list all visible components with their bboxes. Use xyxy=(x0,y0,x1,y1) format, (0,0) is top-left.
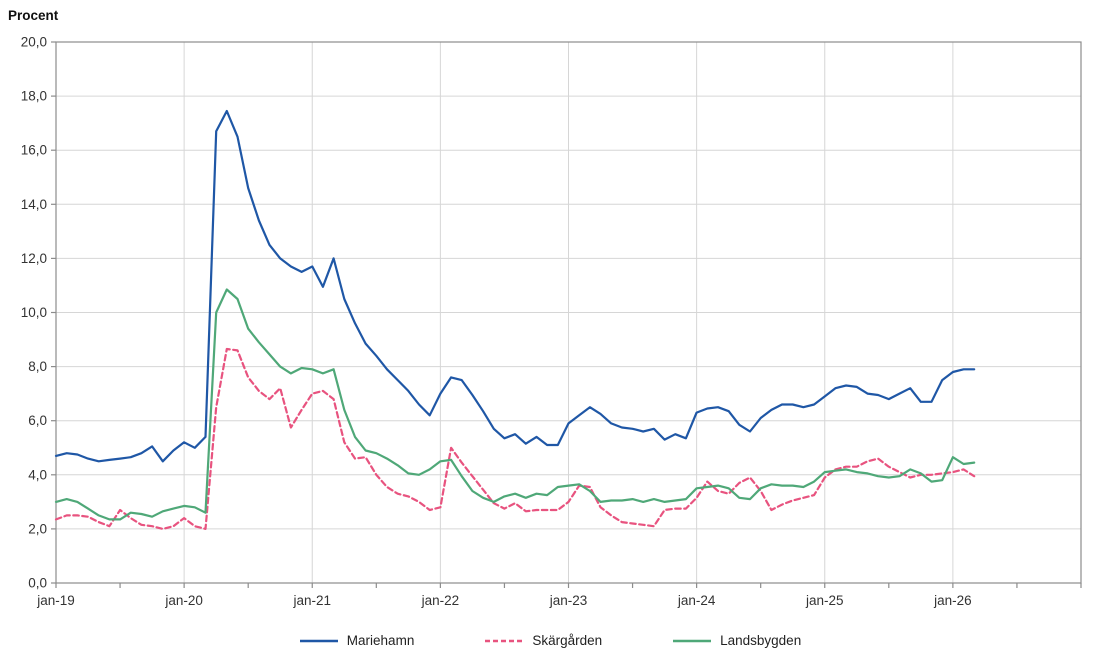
y-axis-label: 14,0 xyxy=(21,197,47,212)
y-axis-label: 20,0 xyxy=(21,35,47,50)
series-line-mariehamn xyxy=(54,109,976,463)
y-axis-label: 8,0 xyxy=(28,359,47,374)
x-axis-label: jan-23 xyxy=(549,593,588,608)
legend-item-skargarden: Skärgården xyxy=(484,633,602,648)
x-axis-label: jan-21 xyxy=(292,593,331,608)
y-axis-label: 12,0 xyxy=(21,251,47,266)
chart-legend: Mariehamn Skärgården Landsbygden xyxy=(0,633,1100,648)
series-line-landsbygden xyxy=(54,288,976,521)
chart-title: Procent xyxy=(8,8,59,23)
legend-line-mariehamn-icon xyxy=(299,639,338,642)
data-series xyxy=(54,109,976,531)
y-axis-label: 4,0 xyxy=(28,467,47,482)
x-axis-label: jan-25 xyxy=(805,593,844,608)
y-axis-label: 0,0 xyxy=(28,576,47,591)
legend-line-skargarden-icon xyxy=(485,639,524,642)
legend-item-landsbygden: Landsbygden xyxy=(672,633,801,648)
legend-label-landsbygden: Landsbygden xyxy=(720,633,802,648)
y-axis-label: 10,0 xyxy=(21,305,47,320)
axis-ticks xyxy=(51,41,1082,588)
axis-labels: 0,0 2,0 4,0 6,0 8,0 10,0 12,0 14,0 16,0 18,0 20,0 j… xyxy=(21,35,972,609)
legend-item-mariehamn: Mariehamn xyxy=(299,633,415,648)
legend-label-skargarden: Skärgården xyxy=(532,633,603,648)
series-line-skargarden xyxy=(54,347,976,531)
y-axis-label: 18,0 xyxy=(21,89,47,104)
x-axis-label: jan-24 xyxy=(677,593,716,608)
x-axis-label: jan-20 xyxy=(164,593,203,608)
x-axis-label: jan-26 xyxy=(933,593,972,608)
x-axis-label: jan-22 xyxy=(421,593,460,608)
y-axis-label: 2,0 xyxy=(28,521,47,536)
y-axis-label: 6,0 xyxy=(28,413,47,428)
y-axis-label: 16,0 xyxy=(21,143,47,158)
legend-label-mariehamn: Mariehamn xyxy=(346,633,415,648)
plot-gridlines xyxy=(56,42,1081,583)
legend-line-landsbygden-icon xyxy=(673,639,712,642)
x-axis-label: jan-19 xyxy=(36,593,75,608)
